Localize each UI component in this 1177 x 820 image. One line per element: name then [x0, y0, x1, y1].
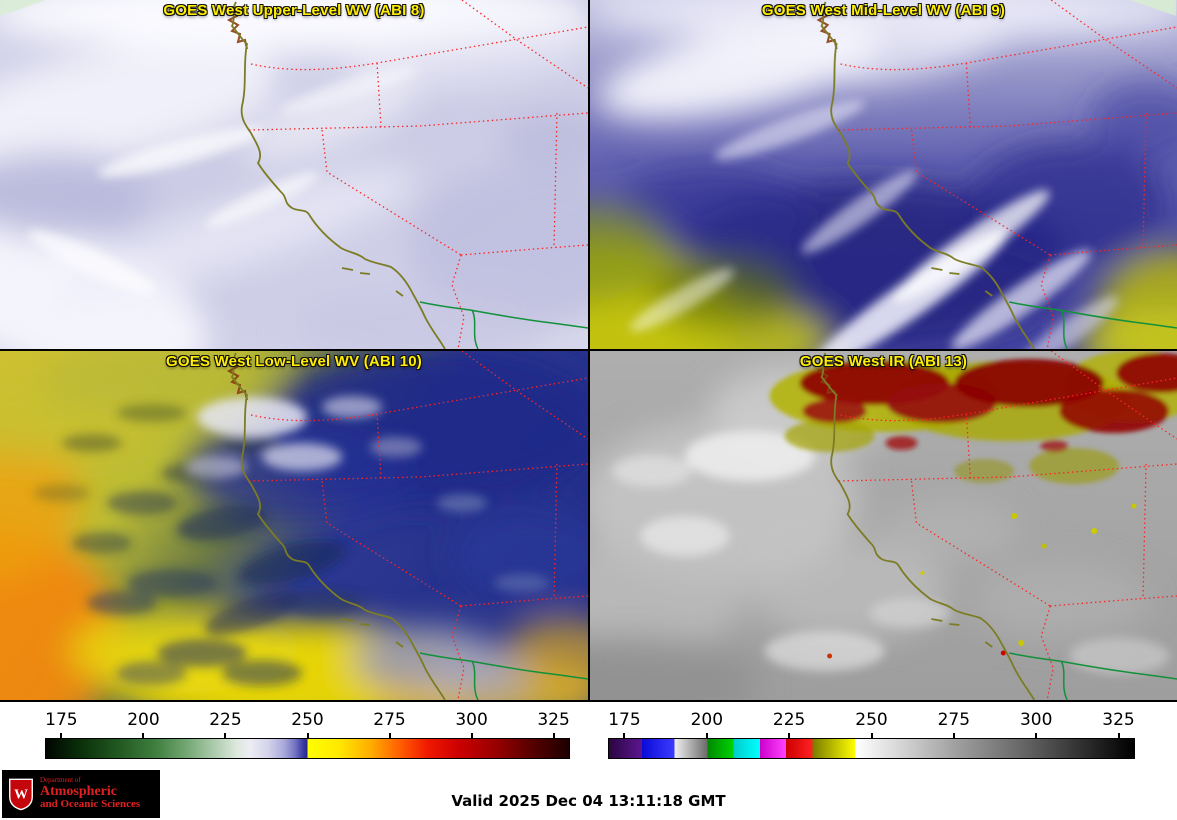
tick-label: 325	[537, 710, 570, 730]
tick-label: 275	[373, 710, 406, 730]
satellite-image-abi13	[590, 351, 1177, 700]
tick-label: 225	[209, 710, 242, 730]
ir-colorbar-tickmarks	[608, 733, 1135, 738]
satellite-image-abi10	[0, 351, 588, 700]
tick-label: 275	[937, 710, 971, 730]
tick-label: 225	[772, 710, 806, 730]
panel-mid-level-wv: GOES West Mid-Level WV (ABI 9)	[590, 0, 1177, 349]
tick-label: 300	[1019, 710, 1053, 730]
panel-ir: GOES West IR (ABI 13)	[590, 351, 1177, 700]
aos-logo: W Department of Atmospheric and Oceanic …	[2, 770, 160, 818]
tick-label: 175	[608, 710, 641, 730]
wv-colorbar-gradient	[45, 738, 570, 759]
tick-label: 200	[690, 710, 724, 730]
tick-label: 300	[455, 710, 488, 730]
crest-monogram: W	[14, 786, 28, 801]
colorbar-row: 175 200 225 250 275 300 325 175 200 225 …	[0, 702, 1177, 766]
satellite-image-abi9	[590, 0, 1177, 349]
tick-label: 175	[45, 710, 78, 730]
satellite-image-abi8	[0, 0, 588, 349]
aos-logo-text: Department of Atmospheric and Oceanic Sc…	[40, 775, 141, 812]
tick-label: 325	[1102, 710, 1135, 730]
ir-colorbar-labels: 175 200 225 250 275 300 325	[608, 709, 1135, 733]
ir-colorbar-gradient	[608, 738, 1135, 759]
valid-timestamp: Valid 2025 Dec 04 13:11:18 GMT	[451, 792, 726, 810]
uw-crest-icon: W	[9, 778, 33, 811]
wv-colorbar-labels: 175 200 225 250 275 300 325	[45, 709, 570, 733]
wv-colorbar: 175 200 225 250 275 300 325	[45, 709, 570, 759]
panel-upper-level-wv: GOES West Upper-Level WV (ABI 8)	[0, 0, 588, 349]
wv-colorbar-tickmarks	[45, 733, 570, 738]
tick-label: 250	[291, 710, 324, 730]
panel-low-level-wv: GOES West Low-Level WV (ABI 10)	[0, 351, 588, 700]
panel-grid: GOES West Upper-Level WV (ABI 8)	[0, 0, 1177, 702]
footer: W Department of Atmospheric and Oceanic …	[0, 766, 1177, 818]
logo-line1: Atmospheric	[40, 784, 117, 800]
logo-dept-prefix: Department of	[40, 775, 81, 784]
tick-label: 250	[855, 710, 888, 730]
tick-label: 200	[127, 710, 160, 730]
ir-colorbar: 175 200 225 250 275 300 325	[608, 709, 1135, 759]
logo-line2: and Oceanic Sciences	[40, 798, 141, 811]
